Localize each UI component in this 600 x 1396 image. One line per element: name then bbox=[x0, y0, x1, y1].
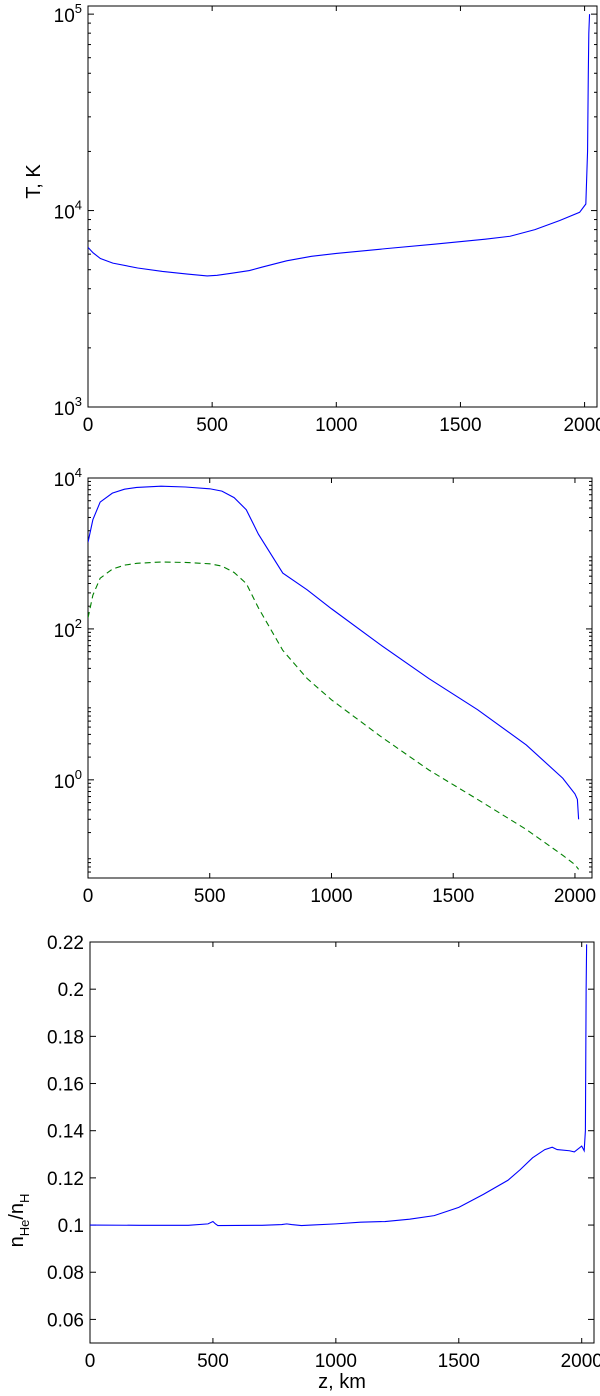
y-tick-label: 0.16 bbox=[47, 1075, 84, 1096]
series-line-1 bbox=[88, 561, 580, 870]
panel-densities: 0 500 1000 1500 2000 100 102 104 bbox=[54, 465, 596, 907]
y-axis-label: T, K bbox=[23, 164, 45, 199]
x-tick-label: 2000 bbox=[554, 886, 596, 907]
x-tick-label: 0 bbox=[83, 415, 94, 436]
y-tick-label: 102 bbox=[54, 616, 82, 642]
y-tick-label: 0.06 bbox=[47, 1310, 84, 1331]
x-tick-label: 1000 bbox=[315, 415, 357, 436]
y-tick-label: 105 bbox=[54, 1, 82, 27]
x-tick-label: 1500 bbox=[438, 1351, 480, 1372]
y-tick-label: 0.1 bbox=[58, 1216, 84, 1237]
y-tick-label: 100 bbox=[54, 767, 82, 793]
x-tick-label: 0 bbox=[83, 886, 94, 907]
series-line-0 bbox=[88, 14, 591, 277]
x-tick-label: 500 bbox=[194, 886, 226, 907]
plot-frame bbox=[89, 941, 595, 1344]
x-tick-label: 2000 bbox=[563, 415, 600, 436]
x-axis-label: z, km bbox=[318, 1371, 366, 1393]
y-axis-label: nHe/nH bbox=[6, 1194, 32, 1248]
x-tick-label: 2000 bbox=[561, 1351, 600, 1372]
y-tick-label: 0.12 bbox=[47, 1169, 84, 1190]
x-tick-label: 1500 bbox=[439, 415, 481, 436]
x-tick-label: 1000 bbox=[310, 886, 352, 907]
x-tick-label: 500 bbox=[197, 1351, 229, 1372]
y-tick-label: 0.14 bbox=[47, 1122, 84, 1143]
series-line-0 bbox=[88, 485, 580, 820]
series-line-0 bbox=[90, 944, 588, 1227]
y-tick-label: 0.2 bbox=[58, 980, 84, 1001]
x-tick-label: 1500 bbox=[432, 886, 474, 907]
plot-frame bbox=[87, 5, 598, 408]
plot-frame bbox=[87, 477, 593, 879]
x-tick-label: 1000 bbox=[315, 1351, 357, 1372]
panel-helium-ratio: 0 500 1000 1500 2000 0.06 0.08 0.1 0.12 0.14 0.16 0… bbox=[6, 933, 600, 1393]
y-tick-label: 104 bbox=[54, 465, 82, 491]
y-tick-label: 0.22 bbox=[47, 933, 84, 954]
x-tick-label: 0 bbox=[85, 1351, 96, 1372]
y-tick-label: 103 bbox=[54, 394, 82, 420]
x-tick-label: 500 bbox=[196, 415, 228, 436]
y-tick-label: 0.08 bbox=[47, 1263, 84, 1284]
y-tick-label: 0.18 bbox=[47, 1027, 84, 1048]
panel-temperature: 0 500 1000 1500 2000 103 104 105 T, K bbox=[23, 1, 600, 436]
y-tick-label: 104 bbox=[54, 198, 82, 224]
